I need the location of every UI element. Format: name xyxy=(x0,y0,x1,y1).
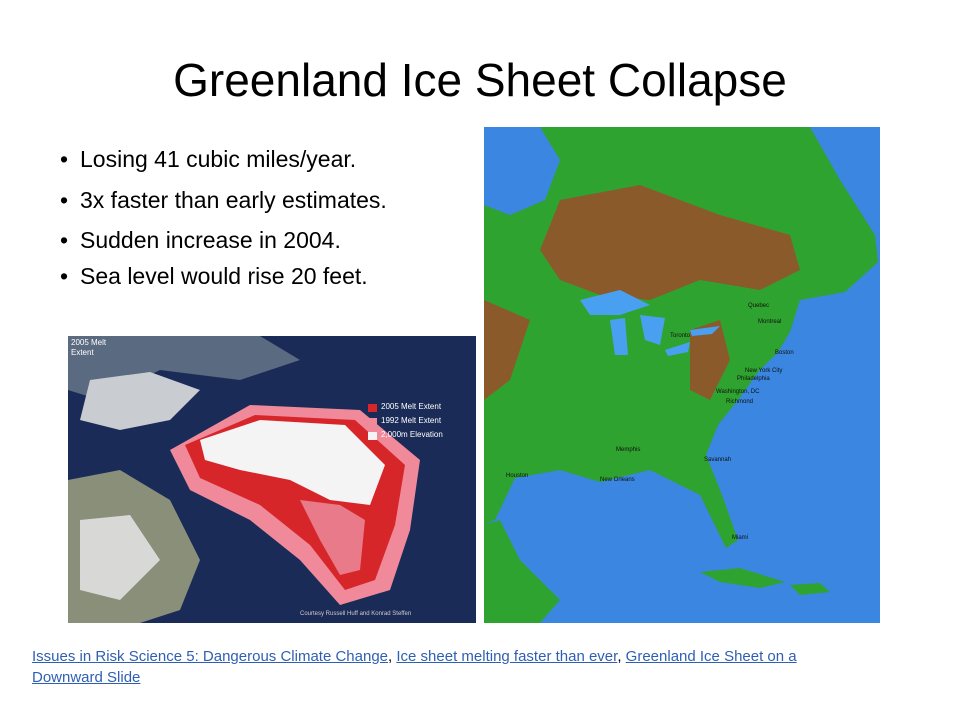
bullet-dot: • xyxy=(60,263,68,289)
bullet-dot: • xyxy=(60,227,68,253)
separator: , xyxy=(617,648,626,665)
map-label: New York City xyxy=(745,368,782,374)
bullet-dot: • xyxy=(60,187,68,213)
bullet: Sudden increase in 2004. xyxy=(80,227,341,253)
separator: , xyxy=(388,648,397,665)
bullet: 3x faster than early estimates. xyxy=(80,187,387,213)
map-label: Washington, DC xyxy=(716,389,760,395)
source-link[interactable]: Greenland Ice Sheet on a Downward Slide xyxy=(32,648,797,686)
image-credit: Courtesy Russell Huff and Konrad Steffen xyxy=(300,611,411,617)
map-label: Savannah xyxy=(704,457,731,463)
map-label: Montreal xyxy=(758,319,781,325)
map-labels: Quebec Montreal Toronto Boston New York … xyxy=(506,303,794,541)
map-label: New Orleans xyxy=(600,477,635,483)
greenland-image: 2005 Melt Extent 2005 Melt Extent 1992 Me… xyxy=(68,336,476,623)
map-image xyxy=(484,127,880,623)
bullet-list: • Losing 41 cubic miles/year. • 3x faste… xyxy=(60,146,387,289)
source-links: Issues in Risk Science 5: Dangerous Clim… xyxy=(32,646,852,688)
title: Greenland Ice Sheet Collapse xyxy=(173,54,787,106)
map-label: Richmond xyxy=(726,399,753,405)
source-link[interactable]: Issues in Risk Science 5: Dangerous Clim… xyxy=(32,648,389,665)
map-label: Boston xyxy=(775,350,794,356)
legend-label: 2005 Melt Extent xyxy=(381,402,442,411)
source-link[interactable]: Ice sheet melting faster than ever xyxy=(396,648,618,665)
map-label: Toronto xyxy=(670,333,691,339)
map-label: Philadelphia xyxy=(737,376,770,382)
map-label: Miami xyxy=(732,535,748,541)
map-label: Quebec xyxy=(748,303,769,309)
map-label: Memphis xyxy=(616,447,640,453)
bullet-dot: • xyxy=(60,146,68,172)
bullet: Sea level would rise 20 feet. xyxy=(80,263,368,289)
map-label: Houston xyxy=(506,473,528,479)
bullet: Losing 41 cubic miles/year. xyxy=(80,146,356,172)
legend-label: 2,000m Elevation xyxy=(381,430,443,439)
legend-label: 1992 Melt Extent xyxy=(381,416,442,425)
image-caption: 2005 Melt Extent xyxy=(71,338,107,357)
